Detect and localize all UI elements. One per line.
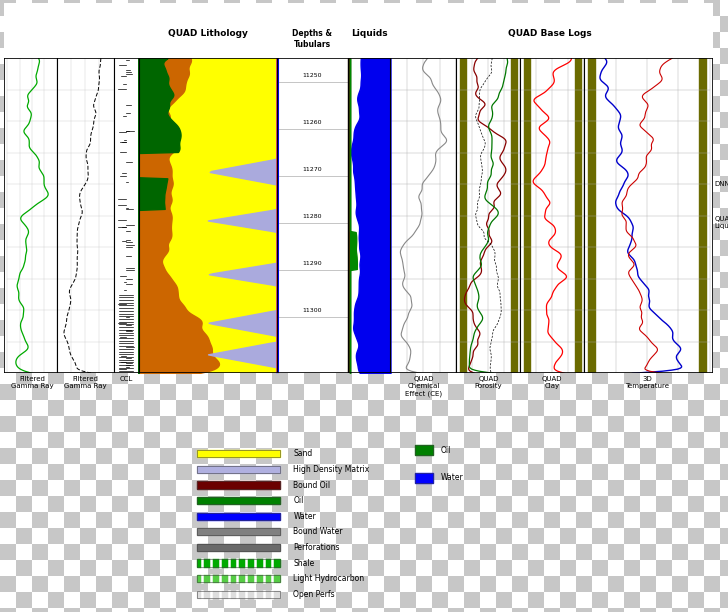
Text: Filtered
Gamma Ray: Filtered Gamma Ray (11, 376, 53, 389)
Bar (511, 58, 517, 373)
Bar (197, 482, 280, 488)
Text: Light Hydrocarbon: Light Hydrocarbon (293, 574, 365, 583)
Text: Water: Water (293, 512, 316, 521)
Bar (197, 513, 280, 520)
Text: DNN: DNN (714, 181, 728, 187)
Text: Open Perfs: Open Perfs (293, 590, 335, 599)
Text: 11280: 11280 (303, 214, 323, 219)
Text: 11270: 11270 (303, 167, 323, 172)
Text: Depths &
Tubulars: Depths & Tubulars (293, 29, 333, 48)
Bar (197, 575, 280, 582)
Bar (197, 513, 280, 520)
Bar (415, 473, 433, 483)
Bar (197, 450, 280, 457)
Bar (197, 559, 280, 567)
Bar (197, 528, 280, 536)
Text: 3D
Temperature: 3D Temperature (625, 376, 669, 389)
Text: Bound Oil: Bound Oil (293, 480, 331, 490)
Bar (197, 466, 280, 473)
Bar (415, 473, 433, 483)
Text: Liquids: Liquids (351, 29, 387, 38)
Text: QUAD Base Logs: QUAD Base Logs (508, 29, 592, 38)
Text: Sand: Sand (293, 449, 312, 458)
Bar (197, 450, 280, 457)
Text: CCL: CCL (119, 376, 132, 382)
Bar (415, 446, 433, 455)
Text: QUAD
Porosity: QUAD Porosity (475, 376, 502, 389)
Text: Oil: Oil (440, 446, 451, 455)
Text: Water: Water (440, 474, 463, 482)
Text: QUAD
Liquid: QUAD Liquid (714, 215, 728, 228)
Text: Filtered
Gamma Ray: Filtered Gamma Ray (64, 376, 106, 389)
Text: High Density Matrix: High Density Matrix (293, 465, 370, 474)
Text: QUAD Lithology: QUAD Lithology (167, 29, 248, 38)
Bar (415, 446, 433, 455)
Text: Shale: Shale (293, 559, 314, 567)
Bar (197, 591, 280, 598)
Text: 11260: 11260 (303, 120, 323, 125)
Bar (197, 559, 280, 567)
Bar (587, 58, 595, 373)
Bar (348, 58, 350, 373)
Text: Oil: Oil (293, 496, 304, 505)
Bar (197, 482, 280, 488)
Text: 11290: 11290 (303, 261, 323, 266)
Text: 11250: 11250 (303, 73, 323, 78)
Bar (197, 497, 280, 504)
Bar (197, 528, 280, 536)
Bar (524, 58, 529, 373)
Bar (460, 58, 466, 373)
Text: QUAD
Chemical
Effect (CE): QUAD Chemical Effect (CE) (405, 376, 442, 397)
Bar (699, 58, 706, 373)
Text: 11300: 11300 (303, 308, 323, 313)
Bar (138, 58, 277, 373)
Bar (197, 466, 280, 473)
Bar (197, 591, 280, 598)
Text: Bound Water: Bound Water (293, 528, 343, 536)
Bar (277, 58, 348, 373)
Bar (197, 544, 280, 551)
Bar (197, 497, 280, 504)
Text: Perforations: Perforations (293, 543, 340, 552)
Bar (114, 58, 138, 373)
Bar (348, 58, 390, 373)
Text: QUAD
Clay: QUAD Clay (542, 376, 563, 389)
Bar (197, 544, 280, 551)
Bar (197, 575, 280, 582)
Bar (575, 58, 581, 373)
